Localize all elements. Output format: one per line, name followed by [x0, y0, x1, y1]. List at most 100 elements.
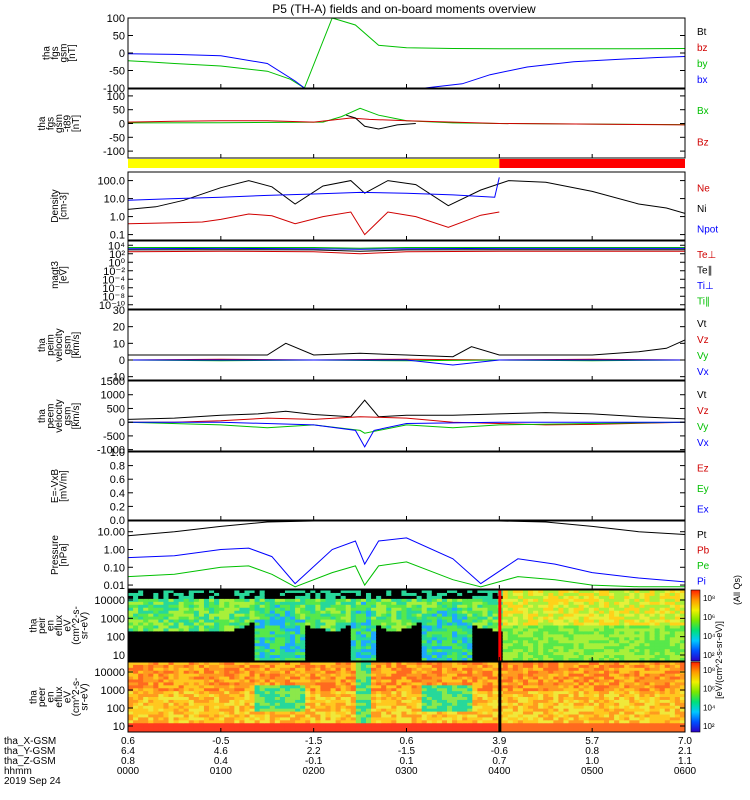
- spectrogram-cell: [669, 616, 676, 621]
- spectrogram-cell: [143, 705, 149, 710]
- spectrogram-cell: [214, 649, 220, 653]
- spectrogram-cell: [371, 662, 377, 666]
- spectrogram-cell: [593, 622, 600, 627]
- spectrogram-cell: [290, 664, 296, 669]
- spectrogram-cell: [300, 673, 306, 678]
- spectrogram-cell: [482, 685, 489, 689]
- spectrogram-cell: [198, 640, 205, 644]
- spectrogram-cell: [477, 694, 484, 698]
- spectrogram-cell: [487, 619, 494, 624]
- spectrogram-cell: [168, 625, 175, 630]
- spectrogram-cell: [290, 622, 296, 627]
- spectrogram-cell: [234, 729, 240, 732]
- spectrogram-cell: [295, 720, 301, 724]
- spectrogram-cell: [457, 652, 463, 656]
- spectrogram-cell: [426, 688, 433, 692]
- spectrogram-cell: [138, 607, 144, 612]
- spectrogram-cell: [163, 676, 170, 681]
- y-axis-label-line: [cm-3]: [58, 192, 69, 220]
- spectrogram-cell: [234, 691, 240, 695]
- spectrogram-cell: [528, 679, 534, 684]
- spectrogram-cell: [274, 694, 281, 698]
- spectrogram-cell: [391, 694, 397, 698]
- spectrogram-cell: [401, 590, 408, 594]
- spectrogram-cell: [543, 592, 549, 597]
- spectrogram-cell: [396, 592, 403, 597]
- spectrogram-cell: [284, 640, 291, 644]
- spectrogram-cell: [203, 622, 210, 627]
- spectrogram-cell: [487, 652, 494, 656]
- spectrogram-cell: [168, 652, 175, 656]
- spectrogram-cell: [133, 625, 139, 630]
- spectrogram-cell: [229, 682, 235, 686]
- spectrogram-cell: [259, 673, 266, 678]
- spectrogram-cell: [573, 613, 580, 618]
- spectrogram-cell: [259, 634, 266, 638]
- spectrogram-cell: [178, 598, 185, 603]
- spectrogram-cell: [279, 625, 286, 630]
- spectrogram-cell: [381, 619, 387, 624]
- spectrogram-cell: [654, 649, 661, 653]
- spectrogram-cell: [168, 610, 175, 615]
- spectrogram-cell: [350, 673, 357, 678]
- spectrogram-cell: [193, 702, 200, 707]
- spectrogram-cell: [447, 705, 453, 710]
- spectrogram-cell: [345, 652, 352, 656]
- spectrogram-cell: [517, 649, 524, 653]
- spectrogram-cell: [254, 694, 261, 698]
- spectrogram-cell: [340, 598, 347, 603]
- spectrogram-cell: [553, 667, 560, 672]
- spectrogram-cell: [269, 705, 276, 710]
- y-axis-label-line: [nT]: [71, 115, 82, 132]
- spectrogram-cell: [229, 694, 235, 698]
- spectrogram-cell: [507, 598, 514, 603]
- spectrogram-cell: [234, 601, 240, 606]
- spectrogram-cell: [330, 652, 337, 656]
- spectrogram-cell: [335, 726, 342, 730]
- spectrogram-cell: [381, 613, 387, 618]
- spectrogram-cell: [629, 610, 635, 615]
- spectrogram-cell: [502, 655, 509, 659]
- spectrogram-cell: [310, 625, 316, 630]
- spectrogram-cell: [163, 691, 170, 695]
- spectrogram-cell: [517, 595, 524, 600]
- spectrogram-cell: [138, 705, 144, 710]
- spectrogram-cell: [512, 655, 519, 659]
- spectrogram-cell: [603, 646, 610, 650]
- spectrogram-cell: [310, 646, 316, 650]
- spectrogram-cell: [629, 622, 635, 627]
- spectrogram-cell: [249, 667, 256, 672]
- spectrogram-cell: [401, 610, 408, 615]
- spectrogram-cell: [239, 705, 246, 710]
- spectrogram-cell: [598, 592, 605, 597]
- spectrogram-cell: [426, 729, 433, 732]
- spectrogram-cell: [441, 643, 448, 647]
- spectrogram-cell: [441, 637, 448, 641]
- spectrogram-cell: [457, 685, 463, 689]
- spectrogram-cell: [148, 655, 154, 659]
- spectrogram-cell: [183, 646, 190, 650]
- spectrogram-cell: [300, 708, 306, 713]
- spectrogram-cell: [381, 688, 387, 692]
- spectrogram-cell: [381, 723, 387, 727]
- spectrogram-cell: [563, 625, 570, 630]
- spectrogram-cell: [214, 595, 220, 600]
- spectrogram-cell: [168, 607, 175, 612]
- spectrogram-cell: [477, 699, 484, 704]
- spectrogram-cell: [416, 649, 423, 653]
- spectrogram-cell: [634, 628, 641, 633]
- spectrogram-cell: [502, 598, 509, 603]
- spectrogram-cell: [128, 682, 134, 686]
- y-tick-label: 0.01: [104, 580, 125, 592]
- spectrogram-cell: [634, 610, 641, 615]
- spectrogram-cell: [441, 634, 448, 638]
- spectrogram-cell: [624, 595, 630, 600]
- spectrogram-cell: [264, 711, 271, 716]
- spectrogram-cell: [644, 655, 651, 659]
- spectrogram-image: [128, 590, 685, 661]
- spectrogram-cell: [487, 697, 494, 701]
- spectrogram-cell: [234, 655, 240, 659]
- spectrogram-cell: [624, 590, 630, 594]
- spectrogram-cell: [528, 640, 534, 644]
- spectrogram-cell: [416, 682, 423, 686]
